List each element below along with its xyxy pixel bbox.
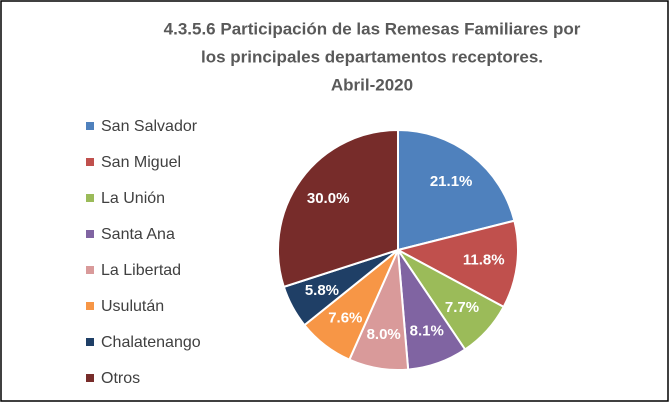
legend-swatch <box>86 122 94 130</box>
legend-label: La Unión <box>101 190 165 207</box>
pie-slice <box>277 128 399 289</box>
legend-label: Usulután <box>101 298 164 315</box>
legend-label: Chalatenango <box>101 334 201 351</box>
legend-swatch <box>86 338 94 346</box>
legend-swatch <box>86 302 94 310</box>
legend-label: La Libertad <box>101 262 181 279</box>
legend-label: San Miguel <box>101 154 181 171</box>
data-label: 30.0% <box>307 190 350 207</box>
legend-label: San Salvador <box>101 118 198 135</box>
legend-swatch <box>86 374 94 382</box>
legend-label: Otros <box>101 370 140 387</box>
legend-swatch <box>86 266 94 274</box>
chart-title: los principales departamentos receptores… <box>201 47 543 66</box>
legend-swatch <box>86 158 94 166</box>
pie-slice <box>395 219 519 309</box>
data-label: 8.0% <box>367 326 401 343</box>
legend-label: Santa Ana <box>101 226 175 243</box>
data-label: 7.6% <box>328 309 362 326</box>
data-label: 8.1% <box>410 322 444 339</box>
data-label: 11.8% <box>463 252 505 269</box>
chart-title: 4.3.5.6 Participación de las Remesas Fam… <box>164 19 581 38</box>
data-label: 7.7% <box>445 299 479 316</box>
pie-slice <box>397 128 516 252</box>
legend-swatch <box>86 230 94 238</box>
legend-swatch <box>86 194 94 202</box>
data-label: 21.1% <box>430 173 473 190</box>
data-label: 5.8% <box>305 282 339 299</box>
chart-title: Abril-2020 <box>331 75 413 94</box>
